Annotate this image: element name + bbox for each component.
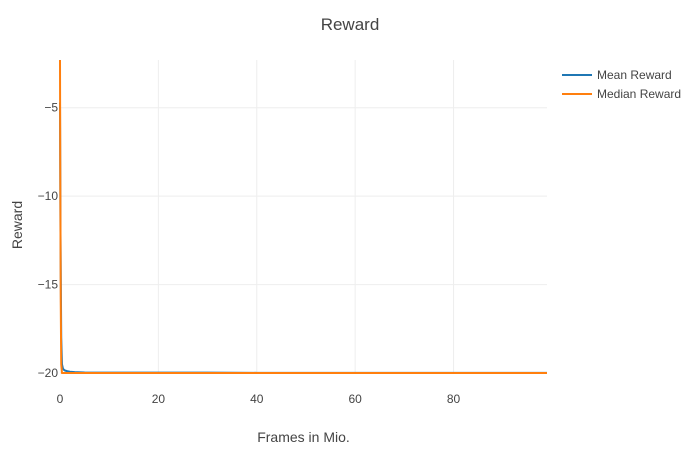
chart-title: Reward <box>321 15 380 34</box>
y-tick-label: −20 <box>38 366 59 380</box>
y-axis-title: Reward <box>9 201 25 249</box>
legend-item-mean-reward[interactable]: Mean Reward <box>562 68 672 82</box>
x-tick-label: 60 <box>348 392 362 406</box>
y-tick-label: −15 <box>38 278 59 292</box>
x-tick-labels: 0 20 40 60 80 <box>57 392 461 406</box>
x-tick-label: 80 <box>447 392 461 406</box>
legend-label: Median Reward <box>597 87 681 101</box>
y-tick-label: −10 <box>38 189 59 203</box>
legend[interactable]: Mean Reward Median Reward <box>562 68 681 101</box>
series-lines <box>59 59 547 374</box>
legend-item-median-reward[interactable]: Median Reward <box>562 87 681 101</box>
legend-label: Mean Reward <box>597 68 672 82</box>
series-line-median-reward <box>59 59 547 374</box>
series-line-mean-reward <box>59 102 547 374</box>
x-tick-label: 20 <box>152 392 166 406</box>
x-tick-label: 0 <box>57 392 64 406</box>
y-tick-label: −5 <box>44 101 58 115</box>
x-axis-title: Frames in Mio. <box>257 429 350 445</box>
grid-lines <box>60 60 547 374</box>
y-tick-labels: −20 −15 −10 −5 <box>38 101 59 380</box>
x-tick-label: 40 <box>250 392 264 406</box>
